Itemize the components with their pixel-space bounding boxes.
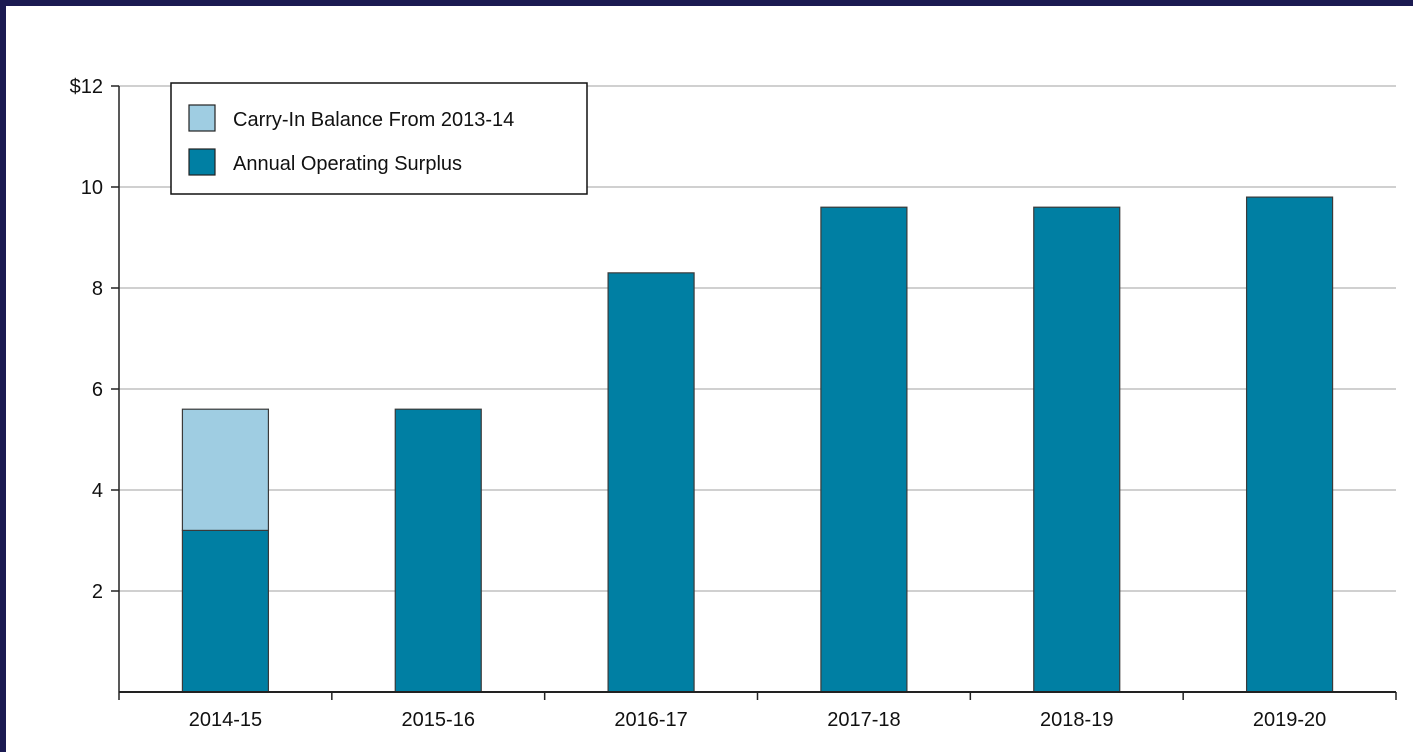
x-tick-label: 2017-18 (827, 709, 900, 731)
chart-panel: 2 4 6 8 10 $12 2014-15 2015-16 2016-17 2017-18 201… (6, 6, 1413, 752)
bar-annual-operating-surplus-2018-19 (1033, 206, 1121, 693)
bar-chart: 2 4 6 8 10 $12 2014-15 2015-16 2016-17 2017-18 201… (70, 76, 1397, 731)
y-tick-label: 8 (92, 278, 103, 300)
y-tick-label: $12 (70, 76, 103, 98)
x-tick-label: 2019-20 (1253, 709, 1326, 731)
bar-annual-operating-surplus-2017-18 (820, 206, 908, 693)
x-tick-label: 2015-16 (402, 709, 475, 731)
bar-annual-operating-surplus-2016-17 (607, 272, 695, 693)
legend-swatch (188, 104, 216, 132)
x-tick-label: 2018-19 (1040, 709, 1113, 731)
bars (181, 196, 1334, 693)
x-tick-label: 2016-17 (614, 709, 687, 731)
bar-carry-in-balance-from-2013-14-2014-15 (181, 408, 270, 532)
legend-swatch (188, 148, 216, 176)
legend: Carry-In Balance From 2013-14 Annual Oper… (170, 82, 588, 195)
y-tick-label: 10 (81, 177, 103, 199)
bar-annual-operating-surplus-2019-20 (1245, 196, 1334, 693)
bar-annual-operating-surplus-2015-16 (394, 408, 482, 693)
y-tick-label: 6 (92, 379, 103, 401)
legend-label: Carry-In Balance From 2013-14 (233, 109, 514, 131)
y-tick-label: 2 (92, 581, 103, 603)
legend-box (170, 82, 588, 195)
bar-annual-operating-surplus-2014-15 (181, 529, 270, 693)
y-tick-label: 4 (92, 480, 103, 502)
x-tick-label: 2014-15 (189, 709, 262, 731)
legend-label: Annual Operating Surplus (233, 153, 462, 175)
axes: 2 4 6 8 10 $12 2014-15 2015-16 2016-17 2017-18 201… (70, 76, 1397, 731)
